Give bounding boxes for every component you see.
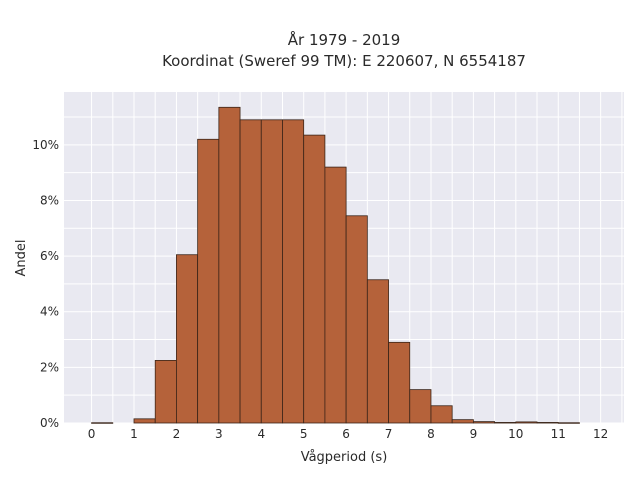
- x-tick-labels: 0 1 2 3 4 5 6 7 8 9 10 11 12: [88, 427, 609, 441]
- y-tick-label: 4%: [40, 305, 59, 319]
- y-tick-label: 6%: [40, 249, 59, 263]
- histogram-bar: [345, 215, 368, 424]
- y-tick-label: 2%: [40, 360, 59, 374]
- x-tick-label: 5: [300, 427, 308, 441]
- y-tick-label: 10%: [32, 138, 59, 152]
- chart-title-line1: År 1979 - 2019: [288, 30, 401, 49]
- x-tick-label: 3: [215, 427, 223, 441]
- histogram-bar: [557, 422, 580, 424]
- x-tick-label: 4: [257, 427, 265, 441]
- y-axis-label: Andel: [14, 240, 29, 277]
- x-tick-label: 11: [551, 427, 566, 441]
- histogram-bar: [197, 138, 220, 424]
- x-tick-label: 1: [130, 427, 138, 441]
- histogram-bar: [366, 279, 389, 424]
- histogram-bar: [133, 418, 156, 424]
- histogram-bar: [515, 421, 538, 424]
- histogram-bar: [324, 166, 347, 424]
- histogram-bar: [536, 422, 559, 424]
- x-tick-label: 0: [88, 427, 96, 441]
- histogram-bar: [494, 422, 517, 424]
- x-axis-label: Vågperiod (s): [301, 450, 388, 465]
- histogram-bar: [388, 341, 411, 424]
- x-tick-label: 6: [342, 427, 350, 441]
- x-tick-label: 8: [427, 427, 435, 441]
- x-tick-label: 7: [385, 427, 393, 441]
- histogram-bar: [239, 119, 262, 424]
- histogram-bar: [303, 134, 326, 424]
- histogram-bar: [472, 421, 496, 424]
- histogram-bar: [218, 106, 241, 424]
- histogram-bar: [154, 360, 177, 424]
- x-tick-label: 10: [508, 427, 523, 441]
- chart-title-line2: Koordinat (Sweref 99 TM): E 220607, N 65…: [162, 52, 526, 70]
- x-tick-label: 2: [173, 427, 181, 441]
- histogram-bar: [451, 419, 474, 424]
- y-tick-label: 8%: [40, 193, 59, 207]
- histogram-bar: [409, 389, 432, 424]
- histogram-bar: [176, 254, 199, 424]
- y-tick-label: 0%: [40, 416, 59, 430]
- histogram-bar: [91, 422, 114, 424]
- x-tick-label: 9: [470, 427, 478, 441]
- histogram-bar: [430, 405, 453, 424]
- y-tick-labels: 0% 2% 4% 6% 8% 10%: [32, 138, 59, 430]
- histogram-bar: [260, 119, 283, 424]
- histogram-bar: [282, 119, 305, 424]
- x-tick-label: 12: [593, 427, 608, 441]
- bars: [91, 106, 580, 424]
